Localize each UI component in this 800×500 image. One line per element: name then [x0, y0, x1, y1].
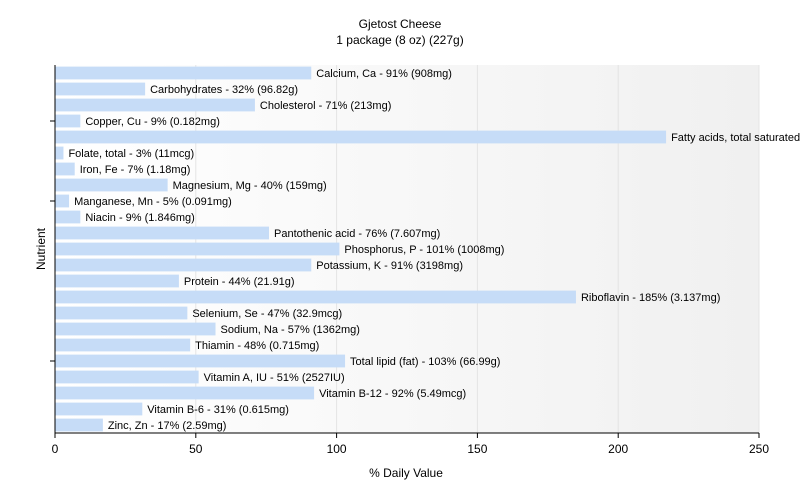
- bar-label: Protein - 44% (21.91g): [184, 276, 295, 288]
- chart-subtitle: 1 package (8 oz) (227g): [336, 33, 463, 47]
- bar: [55, 370, 199, 384]
- bar-label: Niacin - 9% (1.846mg): [85, 212, 194, 224]
- x-tick-label: 50: [189, 442, 203, 456]
- bar: [55, 354, 346, 368]
- bar: [55, 290, 576, 304]
- bar-label: Pantothenic acid - 76% (7.607mg): [274, 228, 440, 240]
- x-tick-label: 200: [608, 442, 628, 456]
- bar-label: Calcium, Ca - 91% (908mg): [316, 68, 452, 80]
- bar: [55, 226, 270, 240]
- bar-label: Zinc, Zn - 17% (2.59mg): [108, 420, 227, 432]
- bar-label: Potassium, K - 91% (3198mg): [316, 260, 463, 272]
- bar-label: Copper, Cu - 9% (0.182mg): [85, 116, 220, 128]
- bar: [55, 402, 143, 416]
- bar-label: Vitamin B-12 - 92% (5.49mcg): [319, 388, 466, 400]
- bar-label: Fatty acids, total saturated - 217% (43.…: [671, 132, 800, 144]
- bar-label: Total lipid (fat) - 103% (66.99g): [350, 356, 500, 368]
- bar-label: Phosphorus, P - 101% (1008mg): [344, 244, 504, 256]
- x-tick-label: 100: [327, 442, 347, 456]
- bar-label: Folate, total - 3% (11mcg): [68, 148, 194, 160]
- chart-title: Gjetost Cheese: [359, 17, 442, 31]
- x-tick-label: 0: [52, 442, 59, 456]
- bar: [55, 242, 340, 256]
- bar-label: Vitamin B-6 - 31% (0.615mg): [147, 404, 289, 416]
- bar-label: Iron, Fe - 7% (1.18mg): [80, 164, 191, 176]
- bar-label: Riboflavin - 185% (3.137mg): [581, 292, 720, 304]
- bar: [55, 418, 103, 432]
- bar: [55, 210, 81, 224]
- bar-label: Vitamin A, IU - 51% (2527IU): [204, 372, 345, 384]
- bar-label: Carbohydrates - 32% (96.82g): [150, 84, 298, 96]
- bar-label: Sodium, Na - 57% (1362mg): [221, 324, 360, 336]
- y-axis-label: Nutrient: [34, 227, 48, 270]
- bar: [55, 258, 312, 272]
- bar: [55, 66, 312, 80]
- bar: [55, 162, 75, 176]
- x-axis-label: % Daily Value: [369, 466, 443, 480]
- bar-label: Cholesterol - 71% (213mg): [260, 100, 391, 112]
- bar-label: Magnesium, Mg - 40% (159mg): [173, 180, 327, 192]
- bar: [55, 386, 315, 400]
- x-tick-label: 250: [749, 442, 769, 456]
- bar: [55, 274, 179, 288]
- bar-label: Thiamin - 48% (0.715mg): [195, 340, 319, 352]
- bar: [55, 130, 667, 144]
- bar: [55, 146, 64, 160]
- bar: [55, 338, 191, 352]
- bar-label: Manganese, Mn - 5% (0.091mg): [74, 196, 232, 208]
- bar: [55, 82, 146, 96]
- x-tick-label: 150: [467, 442, 487, 456]
- bars: [55, 66, 667, 432]
- bar: [55, 194, 70, 208]
- bar: [55, 114, 81, 128]
- axes: 0 50 100 150 200 250: [50, 65, 769, 456]
- bar: [55, 98, 255, 112]
- bar: [55, 178, 168, 192]
- bar-label: Selenium, Se - 47% (32.9mcg): [192, 308, 342, 320]
- bar: [55, 306, 188, 320]
- bar-labels: Calcium, Ca - 91% (908mg) Carbohydrates -…: [68, 68, 800, 432]
- bar: [55, 322, 216, 336]
